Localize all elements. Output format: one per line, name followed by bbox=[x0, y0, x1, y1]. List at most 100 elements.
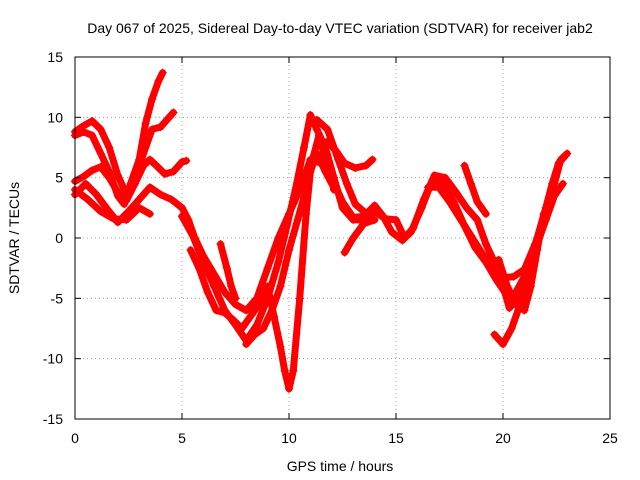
y-tick-label: -15 bbox=[43, 411, 63, 427]
data-point bbox=[79, 127, 88, 136]
data-point bbox=[105, 143, 114, 152]
x-axis-label: GPS time / hours bbox=[287, 458, 394, 474]
data-point bbox=[503, 282, 512, 291]
data-point bbox=[216, 240, 225, 249]
data-point bbox=[145, 183, 154, 192]
data-point bbox=[291, 185, 300, 194]
data-point bbox=[428, 176, 437, 185]
data-point bbox=[381, 214, 390, 223]
data-point bbox=[539, 209, 548, 218]
data-point bbox=[96, 149, 105, 158]
data-point bbox=[312, 115, 321, 124]
data-point bbox=[113, 171, 122, 180]
data-point bbox=[488, 264, 497, 273]
data-point bbox=[88, 131, 97, 140]
y-tick-label: 0 bbox=[55, 230, 63, 246]
data-point bbox=[466, 231, 475, 240]
data-point bbox=[182, 156, 191, 165]
data-point bbox=[349, 234, 358, 242]
data-point bbox=[329, 185, 338, 194]
data-point bbox=[314, 131, 323, 140]
data-point bbox=[460, 161, 469, 170]
data-point bbox=[289, 366, 298, 375]
data-point bbox=[295, 294, 304, 303]
data-point bbox=[387, 227, 396, 236]
data-point bbox=[299, 143, 308, 152]
data-point bbox=[494, 255, 503, 264]
data-point bbox=[548, 179, 557, 188]
series-line-track-11 bbox=[324, 138, 376, 172]
data-point bbox=[178, 212, 186, 221]
data-point bbox=[505, 303, 514, 312]
data-point bbox=[481, 209, 490, 218]
data-point bbox=[263, 264, 272, 273]
y-tick-label: -10 bbox=[43, 351, 63, 367]
data-point bbox=[109, 214, 118, 223]
data-point bbox=[340, 159, 349, 168]
data-point bbox=[220, 308, 229, 317]
data-point bbox=[473, 215, 482, 224]
data-point bbox=[456, 214, 465, 223]
data-point bbox=[178, 157, 186, 166]
data-point bbox=[342, 179, 351, 188]
x-tick-label: 0 bbox=[71, 430, 79, 446]
y-tick-label: 15 bbox=[47, 49, 63, 65]
data-point bbox=[263, 282, 272, 291]
data-point bbox=[156, 122, 165, 131]
data-point bbox=[359, 219, 368, 228]
data-point bbox=[282, 221, 291, 230]
data-point bbox=[188, 231, 197, 240]
data-point bbox=[406, 227, 415, 236]
data-point bbox=[186, 246, 195, 255]
data-point bbox=[276, 282, 285, 291]
data-point bbox=[167, 195, 176, 204]
data-point bbox=[259, 324, 268, 333]
data-series bbox=[71, 68, 572, 393]
data-point bbox=[237, 324, 246, 333]
data-point bbox=[148, 125, 157, 134]
data-point bbox=[96, 207, 105, 216]
data-point bbox=[88, 166, 97, 175]
data-point bbox=[210, 282, 219, 291]
data-point bbox=[526, 282, 535, 291]
x-tick-label: 5 bbox=[178, 430, 186, 446]
data-point bbox=[222, 264, 231, 273]
x-tick-label: 25 bbox=[602, 430, 618, 446]
data-point bbox=[424, 183, 433, 192]
data-point bbox=[285, 246, 293, 255]
data-point bbox=[533, 246, 542, 255]
data-point bbox=[203, 288, 212, 297]
data-point bbox=[477, 248, 486, 257]
data-point bbox=[561, 151, 570, 160]
data-point bbox=[227, 282, 236, 291]
data-point bbox=[492, 276, 501, 285]
data-point bbox=[145, 209, 154, 218]
data-point bbox=[92, 190, 101, 199]
data-point bbox=[229, 316, 238, 325]
data-point bbox=[558, 179, 567, 188]
data-point bbox=[195, 264, 204, 273]
data-point bbox=[340, 248, 349, 257]
data-point bbox=[359, 207, 368, 216]
data-point bbox=[252, 320, 261, 329]
data-point bbox=[321, 155, 330, 164]
data-point bbox=[473, 197, 482, 206]
data-point bbox=[400, 234, 409, 242]
data-point bbox=[83, 195, 92, 204]
data-point bbox=[165, 113, 174, 122]
data-point bbox=[370, 215, 379, 224]
series-line-track-10 bbox=[313, 116, 368, 215]
data-point bbox=[160, 170, 169, 179]
data-point bbox=[499, 340, 507, 349]
data-point bbox=[451, 188, 460, 197]
data-point bbox=[88, 116, 97, 125]
data-point bbox=[113, 188, 122, 197]
data-point bbox=[481, 240, 490, 249]
x-tick-label: 10 bbox=[281, 430, 297, 446]
data-point bbox=[178, 203, 186, 212]
data-point bbox=[312, 125, 321, 134]
data-point bbox=[242, 340, 251, 349]
data-point bbox=[370, 207, 379, 216]
data-point bbox=[141, 119, 150, 128]
data-point bbox=[293, 215, 302, 224]
